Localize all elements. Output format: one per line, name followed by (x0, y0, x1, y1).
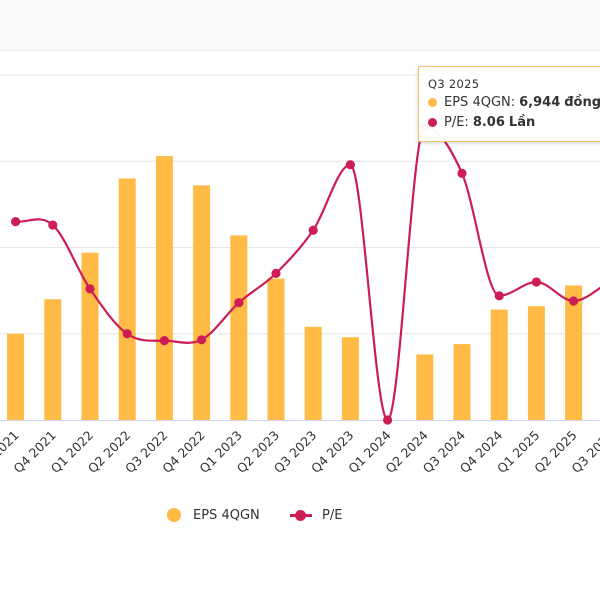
pe-point[interactable] (197, 335, 207, 345)
tooltip-unit: đồng (564, 95, 600, 110)
pe-point[interactable] (11, 217, 21, 227)
eps-bar[interactable] (44, 299, 62, 420)
legend-item-eps[interactable]: EPS 4QGN (167, 502, 260, 528)
tooltip-value: 6,944 (519, 95, 561, 110)
eps-bar[interactable] (230, 235, 248, 420)
eps-bar[interactable] (453, 344, 471, 420)
tooltip-label: P/E: (444, 115, 469, 130)
tooltip-unit: Lần (508, 115, 536, 130)
pe-point[interactable] (457, 168, 467, 178)
pe-point[interactable] (85, 284, 95, 294)
pe-point[interactable] (48, 220, 58, 230)
pe-point[interactable] (308, 225, 318, 235)
eps-bar[interactable] (416, 354, 434, 420)
eps-bar[interactable] (7, 333, 25, 420)
pe-point[interactable] (569, 296, 579, 306)
eps-bar[interactable] (155, 156, 173, 420)
pe-point[interactable] (159, 336, 169, 346)
pe-point[interactable] (234, 298, 244, 308)
eps-bar[interactable] (490, 309, 508, 420)
chart-tooltip: Q3 2025 EPS 4QGN: 6,944 đồng P/E: 8.06 L… (418, 66, 600, 142)
eps-bar[interactable] (193, 185, 211, 420)
tooltip-value: 8.06 (472, 115, 505, 130)
eps-bar[interactable] (341, 337, 359, 420)
line-with-dot-icon (290, 509, 312, 521)
tooltip-label: EPS 4QGN: (444, 95, 516, 110)
pe-point[interactable] (494, 291, 504, 301)
pe-point[interactable] (383, 415, 393, 425)
legend-label-pe: P/E (322, 507, 343, 523)
circle-dot-icon (167, 508, 181, 522)
eps-bar[interactable] (118, 178, 136, 421)
eps-bar[interactable] (304, 326, 322, 420)
tooltip-title: Q3 2025 (428, 77, 480, 91)
pe-point[interactable] (122, 329, 132, 339)
legend-label-eps: EPS 4QGN (193, 507, 260, 523)
pe-point[interactable] (345, 160, 355, 170)
pe-point[interactable] (531, 277, 542, 287)
legend-item-pe[interactable]: P/E (290, 502, 342, 528)
tooltip-row-pe: P/E: 8.06 Lần (428, 115, 535, 130)
circle-dot-icon (428, 98, 437, 107)
header-divider (0, 50, 600, 51)
eps-bar[interactable] (267, 278, 285, 420)
eps-bars (7, 156, 583, 421)
eps-bar[interactable] (527, 306, 545, 420)
pe-point[interactable] (271, 268, 281, 278)
header-band (0, 0, 600, 50)
tooltip-row-eps: EPS 4QGN: 6,944 đồng (428, 95, 600, 110)
chart-legend: EPS 4QGN P/E (0, 502, 600, 528)
eps-bar[interactable] (565, 285, 583, 420)
pe-line (11, 122, 600, 425)
circle-dot-icon (428, 118, 437, 127)
